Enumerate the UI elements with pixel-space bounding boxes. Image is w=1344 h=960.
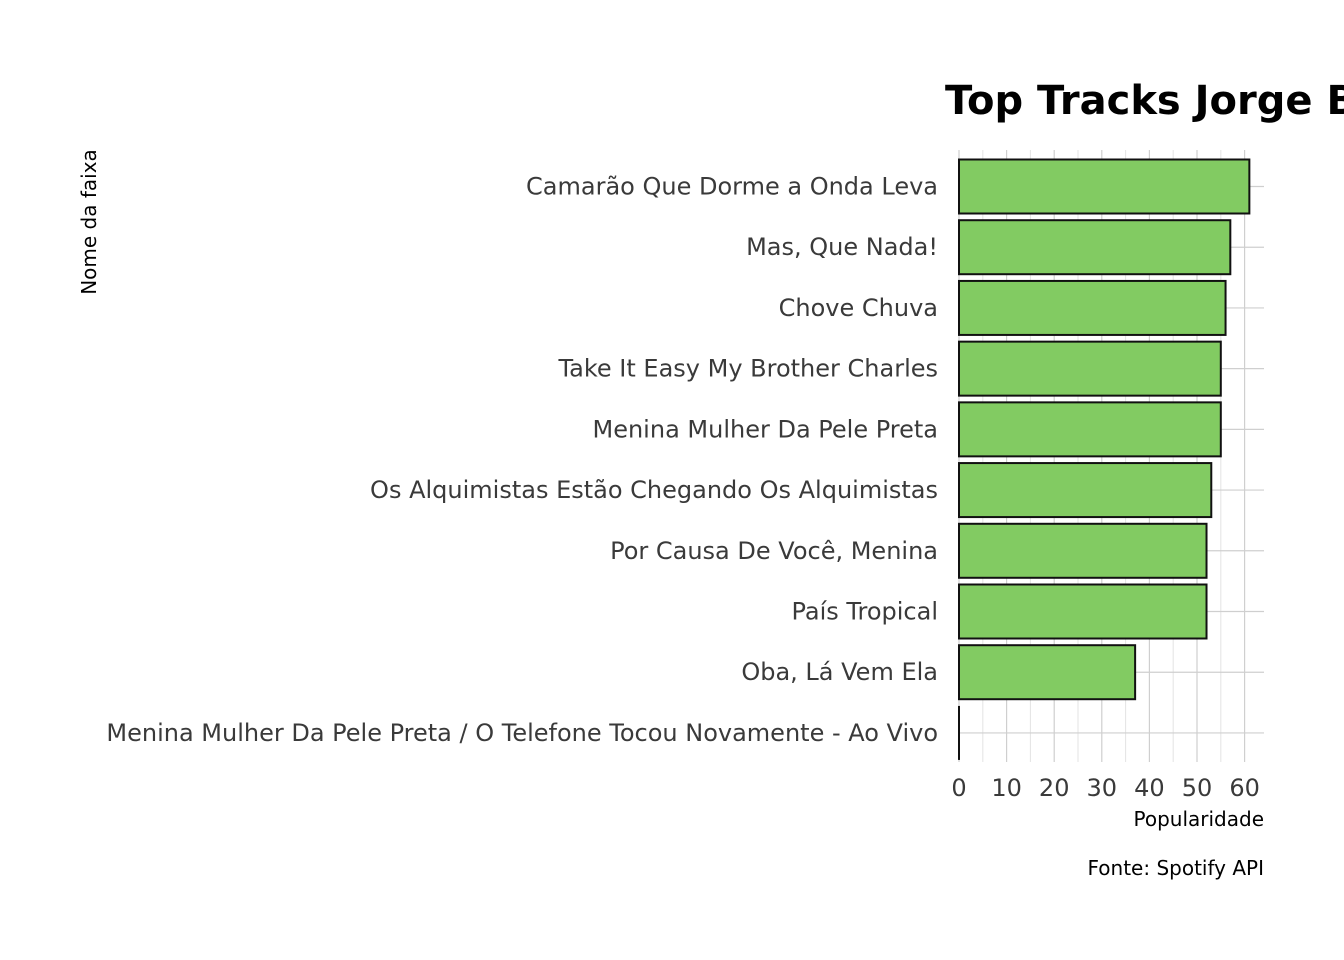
bar	[958, 462, 1213, 519]
category-labels: Camarão Que Dorme a Onda Leva Mas, Que Na…	[106, 173, 938, 747]
x-tick-label: 30	[1087, 774, 1118, 802]
bar	[958, 583, 1208, 640]
bar	[958, 522, 1208, 579]
x-tick-label: 20	[1039, 774, 1070, 802]
category-label: Os Alquimistas Estão Chegando Os Alquimi…	[370, 476, 938, 504]
x-tick-label: 60	[1229, 774, 1260, 802]
bar	[958, 644, 1137, 701]
bar	[958, 158, 1251, 215]
category-label: Oba, Lá Vem Ela	[741, 658, 938, 686]
x-axis-title: Popularidade	[1134, 807, 1265, 831]
category-label: Chove Chuva	[779, 294, 938, 322]
category-label: Por Causa De Você, Menina	[610, 537, 938, 565]
category-label: Menina Mulher Da Pele Preta / O Telefone…	[106, 719, 938, 747]
chart-title: Top Tracks Jorge Ben	[945, 78, 1344, 124]
caption: Fonte: Spotify API	[1088, 856, 1265, 880]
category-label: Camarão Que Dorme a Onda Leva	[526, 173, 938, 201]
bars	[958, 158, 1251, 760]
x-tick-label: 50	[1182, 774, 1213, 802]
x-tick-label: 40	[1134, 774, 1165, 802]
bar	[958, 340, 1222, 397]
y-axis-title: Nome da faixa	[77, 149, 101, 295]
category-label: País Tropical	[791, 598, 938, 626]
x-tick-labels: 0 10 20 30 40 50 60	[951, 774, 1260, 802]
bar	[958, 279, 1227, 336]
bar	[958, 219, 1232, 276]
x-tick-label: 10	[991, 774, 1022, 802]
bar	[958, 401, 1222, 458]
category-label: Mas, Que Nada!	[746, 233, 938, 261]
category-label: Menina Mulher Da Pele Preta	[593, 415, 939, 443]
x-tick-label: 0	[951, 774, 966, 802]
category-label: Take It Easy My Brother Charles	[557, 355, 938, 383]
